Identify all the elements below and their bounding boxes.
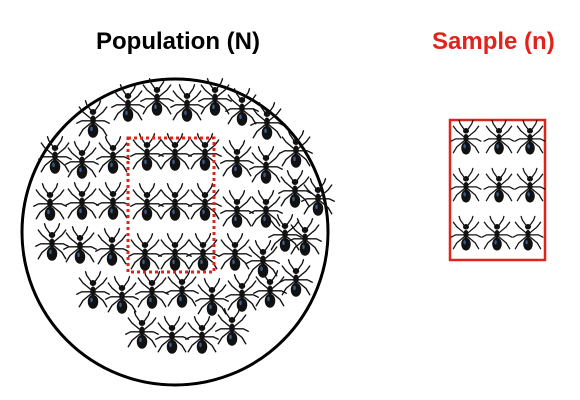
- sample-selection-box: [126, 136, 216, 274]
- population-circle: [20, 77, 330, 387]
- sample-title: Sample (n): [432, 28, 555, 55]
- population-title: Population (N): [96, 28, 260, 55]
